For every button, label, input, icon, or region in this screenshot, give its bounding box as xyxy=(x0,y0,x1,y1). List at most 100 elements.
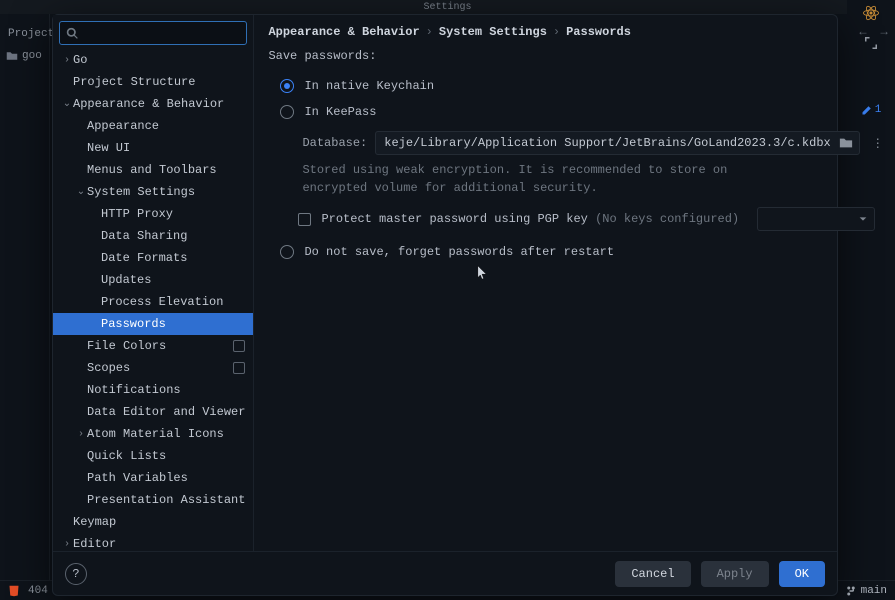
crumb-0[interactable]: Appearance & Behavior xyxy=(268,25,419,39)
tree-item[interactable]: Scopes xyxy=(53,357,253,379)
tree-item-label: System Settings xyxy=(87,185,195,199)
tree-item-label: Path Variables xyxy=(87,471,188,485)
tree-item[interactable]: ›Editor xyxy=(53,533,253,551)
settings-content: Save passwords: In native Keychain In Ke… xyxy=(254,49,895,551)
scope-badge-icon xyxy=(233,362,245,374)
tree-item[interactable]: Notifications xyxy=(53,379,253,401)
tree-twisty-icon[interactable]: › xyxy=(75,429,87,440)
tree-item-label: Process Elevation xyxy=(101,295,223,309)
tree-item[interactable]: ›Atom Material Icons xyxy=(53,423,253,445)
tree-item[interactable]: Quick Lists xyxy=(53,445,253,467)
crumb-2[interactable]: Passwords xyxy=(566,25,631,39)
tree-item-label: Updates xyxy=(101,273,151,287)
section-title: Save passwords: xyxy=(268,49,887,63)
status-text: 404 xyxy=(28,585,48,597)
dialog-body: ›GoProject Structure⌄Appearance & Behavi… xyxy=(53,15,837,551)
settings-main: Appearance & Behavior › System Settings … xyxy=(254,15,895,551)
radio-label: In KeePass xyxy=(304,105,376,119)
tree-item[interactable]: Date Formats xyxy=(53,247,253,269)
tree-item-label: Quick Lists xyxy=(87,449,166,463)
tree-item-label: Editor xyxy=(73,537,116,551)
tree-item[interactable]: Menus and Toolbars xyxy=(53,159,253,181)
tree-twisty-icon[interactable]: › xyxy=(61,55,73,66)
radio-icon xyxy=(280,105,294,119)
tree-item-label: File Colors xyxy=(87,339,166,353)
settings-sidebar: ›GoProject Structure⌄Appearance & Behavi… xyxy=(53,15,254,551)
database-note: Stored using weak encryption. It is reco… xyxy=(302,161,772,197)
tree-item-label: Passwords xyxy=(101,317,166,331)
settings-tree[interactable]: ›GoProject Structure⌄Appearance & Behavi… xyxy=(53,49,253,551)
more-options-icon[interactable]: ⋮ xyxy=(868,136,888,151)
tree-item[interactable]: Updates xyxy=(53,269,253,291)
ide-titlebar: Settings xyxy=(0,0,895,14)
tree-twisty-icon[interactable]: › xyxy=(61,539,73,550)
search-input[interactable] xyxy=(85,26,240,40)
radio-label: Do not save, forget passwords after rest… xyxy=(304,245,614,259)
tree-item[interactable]: Presentation Assistant xyxy=(53,489,253,511)
git-branch[interactable]: main xyxy=(845,585,887,597)
chevron-right-icon: › xyxy=(426,25,433,39)
pgp-protect-row[interactable]: Protect master password using PGP key (N… xyxy=(298,207,887,231)
project-root-label: goo xyxy=(22,50,42,62)
chevron-right-icon: › xyxy=(553,25,560,39)
tree-item[interactable]: Process Elevation xyxy=(53,291,253,313)
settings-dialog: ›GoProject Structure⌄Appearance & Behavi… xyxy=(52,14,838,596)
help-button[interactable]: ? xyxy=(65,563,87,585)
checkbox-icon[interactable] xyxy=(298,213,311,226)
nav-back-icon[interactable]: ← xyxy=(859,25,866,39)
tree-item[interactable]: ›Go xyxy=(53,49,253,71)
database-path-field[interactable]: keje/Library/Application Support/JetBrai… xyxy=(375,131,859,155)
apply-button[interactable]: Apply xyxy=(701,561,769,587)
database-label: Database: xyxy=(302,136,367,150)
folder-icon[interactable] xyxy=(839,136,853,150)
database-path-value: keje/Library/Application Support/JetBrai… xyxy=(384,136,830,150)
tree-item[interactable]: Appearance xyxy=(53,115,253,137)
settings-search[interactable] xyxy=(59,21,247,45)
radio-native-keychain[interactable]: In native Keychain xyxy=(268,73,887,99)
search-icon xyxy=(66,27,79,40)
tree-item-label: Atom Material Icons xyxy=(87,427,224,441)
mouse-cursor-icon xyxy=(477,265,487,279)
html5-icon xyxy=(8,585,20,597)
folder-icon xyxy=(6,50,18,62)
tree-item-label: Scopes xyxy=(87,361,130,375)
radio-label: In native Keychain xyxy=(304,79,434,93)
nav-forward-icon[interactable]: → xyxy=(881,25,888,39)
tree-item[interactable]: Project Structure xyxy=(53,71,253,93)
tree-item-label: HTTP Proxy xyxy=(101,207,173,221)
tree-item[interactable]: ⌄Appearance & Behavior xyxy=(53,93,253,115)
pgp-label: Protect master password using PGP key (N… xyxy=(321,212,739,226)
branch-icon xyxy=(845,585,857,597)
ide-title: Settings xyxy=(423,2,471,13)
radio-keepass[interactable]: In KeePass xyxy=(268,99,887,125)
pgp-key-select[interactable] xyxy=(757,207,875,231)
tree-item[interactable]: Passwords xyxy=(53,313,253,335)
tree-item[interactable]: Data Editor and Viewer xyxy=(53,401,253,423)
tree-twisty-icon[interactable]: ⌄ xyxy=(61,98,73,110)
tree-item[interactable]: New UI xyxy=(53,137,253,159)
cancel-button[interactable]: Cancel xyxy=(615,561,690,587)
tree-item[interactable]: Keymap xyxy=(53,511,253,533)
crumb-1[interactable]: System Settings xyxy=(439,25,547,39)
chevron-down-icon xyxy=(858,214,868,224)
tree-item-label: Notifications xyxy=(87,383,181,397)
tree-item[interactable]: File Colors xyxy=(53,335,253,357)
tree-item-label: Presentation Assistant xyxy=(87,493,245,507)
tree-item-label: New UI xyxy=(87,141,130,155)
keepass-config: Database: keje/Library/Application Suppo… xyxy=(302,131,887,197)
ok-button[interactable]: OK xyxy=(779,561,825,587)
tree-item[interactable]: HTTP Proxy xyxy=(53,203,253,225)
tree-item[interactable]: Path Variables xyxy=(53,467,253,489)
tree-item-label: Go xyxy=(73,53,87,67)
branch-name: main xyxy=(861,585,887,597)
tree-item-label: Project Structure xyxy=(73,75,195,89)
tree-item-label: Keymap xyxy=(73,515,116,529)
tree-item[interactable]: Data Sharing xyxy=(53,225,253,247)
ide-project-pane: Project goo xyxy=(0,14,50,580)
tree-twisty-icon[interactable]: ⌄ xyxy=(75,186,87,198)
tree-item[interactable]: ⌄System Settings xyxy=(53,181,253,203)
tree-item-label: Date Formats xyxy=(101,251,187,265)
tree-item-label: Data Sharing xyxy=(101,229,187,243)
scope-badge-icon xyxy=(233,340,245,352)
radio-do-not-save[interactable]: Do not save, forget passwords after rest… xyxy=(268,239,887,265)
